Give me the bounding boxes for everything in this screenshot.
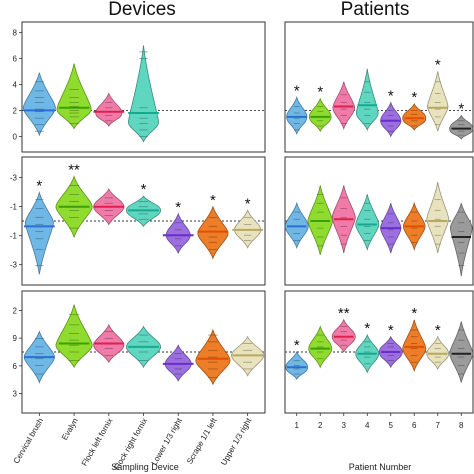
- patients-row3-panel: **** ***1 2 3 4 5 6 7 8: [284, 290, 474, 430]
- patients-row3-significance-6: *: [411, 305, 417, 322]
- patient-tick-label-1: 1: [295, 421, 300, 430]
- devices-row1-bean-2: [56, 63, 92, 130]
- devices-row3-ytick-label: 2: [13, 306, 18, 315]
- device-tick-label-6: Scrape 1/1 left: [185, 416, 219, 466]
- patient-tick-label-5: 5: [389, 421, 394, 430]
- devices-row2-bean-1: [24, 190, 54, 275]
- devices-row2-ytick-label: -3: [10, 173, 18, 182]
- patients-row1-significance-6: *: [411, 89, 417, 106]
- patients-row2-bean-4: [355, 194, 380, 252]
- devices-row1-bean-1: [22, 72, 56, 137]
- devices-row2-ytick-label: -3: [10, 261, 18, 270]
- device-tick-label-2: Evalyn: [60, 417, 80, 442]
- patients-row3-significance-1: *: [294, 337, 300, 354]
- device-tick-label-1: Cervical brush: [12, 417, 45, 466]
- devices-row3-ytick-label: 6: [13, 362, 18, 371]
- patients-row1-bean-7: [427, 71, 449, 132]
- patients-row1-significance-7: *: [435, 56, 441, 73]
- devices-row2-bean-5: [165, 212, 191, 255]
- patients-row1-frame: [284, 21, 474, 153]
- patient-tick-label-3: 3: [342, 421, 347, 430]
- patients-row1-bean-1: [286, 95, 308, 136]
- patients-row1-bean-5: [380, 101, 402, 138]
- patient-tick-label-7: 7: [436, 421, 441, 430]
- patients-row3-significance-3: **: [338, 305, 350, 322]
- device-tick-label-3: Flock left fornix: [80, 417, 115, 468]
- patients-row1-bean-3: [332, 81, 356, 131]
- patient-tick-label-6: 6: [412, 421, 417, 430]
- patients-x-axis-label: Patient Number: [349, 462, 412, 472]
- devices-row1-bean-3: [95, 92, 123, 127]
- devices-row3-ytick-label: 9: [13, 334, 18, 343]
- devices-row1-frame: [21, 21, 266, 153]
- devices-row2-significance-6: *: [210, 192, 216, 209]
- patients-row1-bean-2: [308, 97, 332, 133]
- patients-title: Patients: [341, 0, 410, 20]
- devices-row2-significance-1: *: [36, 178, 42, 195]
- patients-row1-bean-8: [449, 114, 474, 140]
- devices-row1-ytick-label: 0: [13, 132, 18, 141]
- devices-row2-ytick-label: -1: [10, 202, 18, 211]
- device-tick-label-7: Upper 1/3 right: [219, 416, 254, 467]
- devices-row3-bean-2: [55, 304, 93, 369]
- devices-row2-panel: -3-1-1-3***** * *: [10, 156, 266, 286]
- devices-row1-bean-4: [127, 45, 160, 143]
- devices-row2-significance-4: *: [141, 181, 147, 198]
- devices-row1-ytick-label: 8: [13, 28, 18, 37]
- devices-row3-panel: 2 9 6 3 Cervical brush Evalyn Flock left forni…: [12, 290, 266, 472]
- patients-row3-significance-7: *: [435, 322, 441, 339]
- devices-row2-ytick-label: -1: [10, 232, 18, 241]
- patients-row2-bean-7: [426, 181, 450, 254]
- devices-row2-significance-2: **: [68, 162, 80, 179]
- patients-row1-bean-4: [355, 68, 379, 132]
- patients-row3-bean-8: [449, 321, 474, 383]
- device-tick-label-5: Lower 1/3 right: [150, 416, 185, 467]
- devices-row1-ytick-label: 2: [13, 106, 18, 115]
- patients-row2-bean-8: [449, 203, 473, 277]
- devices-row1-ytick-label: 6: [13, 54, 18, 63]
- patient-tick-label-8: 8: [459, 421, 464, 430]
- patients-row2-panel: [284, 156, 474, 286]
- devices-row2-significance-7: *: [245, 195, 251, 212]
- patients-row1-significance-2: *: [317, 84, 323, 101]
- patients-row1-significance-8: *: [458, 101, 464, 118]
- devices-row3-ytick-label: 3: [13, 390, 18, 399]
- devices-row2-significance-5: *: [175, 199, 181, 216]
- devices-row1-panel: 8 6 4 2 0: [13, 21, 266, 153]
- patient-tick-label-2: 2: [318, 421, 323, 430]
- patients-row3-bean-6: [402, 319, 427, 373]
- patients-row1-significance-1: *: [294, 82, 300, 99]
- devices-row1-ytick-label: 4: [13, 80, 18, 89]
- patients-row3-significance-4: *: [364, 320, 370, 337]
- patient-tick-label-4: 4: [365, 421, 370, 430]
- patients-row1-bean-6: [402, 102, 427, 131]
- patients-row3-significance-5: *: [388, 322, 394, 339]
- patients-row1-significance-5: *: [388, 88, 394, 105]
- devices-title: Devices: [108, 0, 176, 20]
- devices-x-axis-label: Sampling Device: [111, 462, 179, 472]
- patients-row1-panel: * * * * * *: [284, 21, 474, 153]
